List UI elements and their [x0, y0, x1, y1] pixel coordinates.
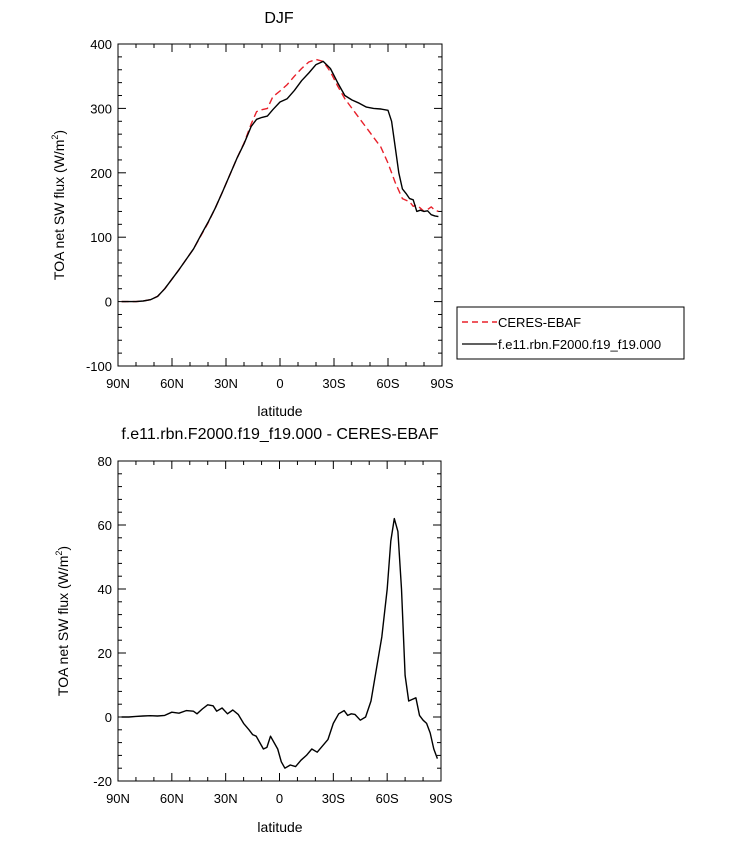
legend-label-model: f.e11.rbn.F2000.f19_f19.000 — [498, 337, 661, 352]
x-tick-label: 60S — [376, 376, 399, 391]
y-tick-label: 100 — [90, 230, 112, 245]
top-chart-xlabel: latitude — [257, 403, 302, 419]
x-tick-label: 90N — [106, 376, 130, 391]
y-tick-label: 80 — [98, 454, 112, 469]
x-tick-label: 0 — [276, 376, 283, 391]
top-chart-ylabel-sup: 2 — [50, 135, 60, 140]
y-tick-label: 20 — [98, 646, 112, 661]
bottom-chart-ylabel: TOA net SW flux (W/m2) — [54, 546, 71, 696]
y-tick-label: 40 — [98, 582, 112, 597]
y-tick-label: 200 — [90, 166, 112, 181]
top-chart: DJF 90N 60N 30N 0 30S 60S 90S -100 0 100 200 300 400… — [50, 10, 685, 419]
y-tick-label: -20 — [93, 774, 112, 789]
x-tick-label: 0 — [276, 791, 283, 806]
y-tick-label: 400 — [90, 37, 112, 52]
series-line-ceres-ebaf — [121, 58, 439, 303]
series-line-difference — [121, 517, 439, 769]
top-chart-ticks: 90N 60N 30N 0 30S 60S 90S -100 0 100 200 300 400 — [86, 37, 454, 391]
top-chart-ylabel-main: TOA net SW flux (W/m — [51, 140, 67, 281]
x-tick-label: 90S — [430, 376, 453, 391]
x-tick-label: 60N — [160, 376, 184, 391]
x-tick-label: 60S — [376, 791, 399, 806]
bottom-chart-ticks: 90N 60N 30N 0 30S 60S 90S -20 0 20 40 60 80 — [93, 454, 453, 806]
top-plot-frame — [117, 43, 443, 367]
legend-label-ceres: CERES-EBAF — [498, 315, 581, 330]
series-line-f-e11-rbn-f2000-f19-f19-000 — [121, 60, 439, 303]
bottom-chart-ylabel-sup: 2 — [54, 551, 64, 556]
bottom-chart: f.e11.rbn.F2000.f19_f19.000 - CERES-EBAF… — [54, 426, 453, 835]
x-tick-label: 30S — [322, 791, 345, 806]
bottom-chart-series — [121, 517, 439, 769]
bottom-chart-ylabel-main: TOA net SW flux (W/m — [55, 556, 71, 697]
legend-box — [456, 306, 685, 360]
bottom-plot-frame — [117, 460, 442, 782]
x-tick-label: 30S — [322, 376, 345, 391]
y-tick-label: -100 — [86, 359, 112, 374]
bottom-chart-title: f.e11.rbn.F2000.f19_f19.000 - CERES-EBAF — [121, 426, 438, 443]
x-tick-label: 30N — [214, 376, 238, 391]
top-chart-series — [121, 58, 439, 303]
x-tick-label: 90S — [429, 791, 452, 806]
top-chart-title: DJF — [264, 10, 294, 27]
chart-legend: CERES-EBAF f.e11.rbn.F2000.f19_f19.000 — [456, 306, 685, 360]
bottom-chart-ylabel-tail: ) — [55, 546, 71, 551]
y-tick-label: 60 — [98, 518, 112, 533]
top-chart-ylabel-tail: ) — [51, 130, 67, 135]
x-tick-label: 30N — [214, 791, 238, 806]
y-tick-label: 0 — [105, 710, 112, 725]
y-tick-label: 0 — [105, 295, 112, 310]
x-tick-label: 90N — [106, 791, 130, 806]
x-tick-label: 60N — [160, 791, 184, 806]
y-tick-label: 300 — [90, 101, 112, 116]
bottom-chart-xlabel: latitude — [257, 819, 302, 835]
top-chart-ylabel: TOA net SW flux (W/m2) — [50, 130, 67, 280]
